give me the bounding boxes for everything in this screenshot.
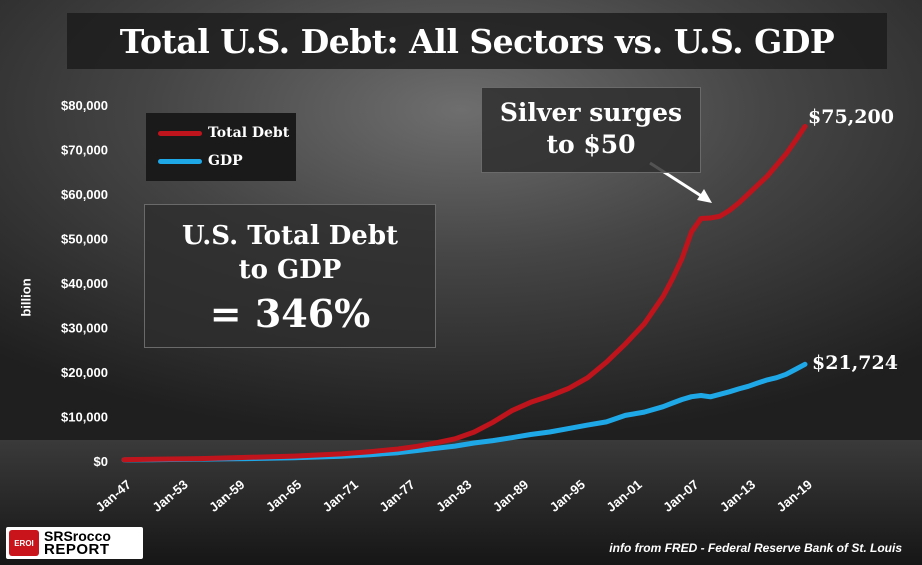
source-note: info from FRED - Federal Reserve Bank of… [609, 541, 902, 555]
total-debt-series-line [121, 123, 808, 463]
legend: Total Debt GDP [146, 113, 296, 181]
legend-swatch-total-debt [158, 130, 202, 136]
ratio-line-2: to GDP [238, 255, 342, 285]
x-tick-label: Jan-95 [547, 477, 588, 515]
ratio-line-1: U.S. Total Debt [181, 221, 399, 251]
legend-label-total-debt: Total Debt [208, 125, 290, 141]
chart-title-box: Total U.S. Debt: All Sectors vs. U.S. GD… [67, 13, 887, 69]
y-tick-label: $0 [94, 454, 108, 469]
legend-label-gdp: GDP [208, 153, 243, 169]
silver-annotation-line-2: to $50 [546, 130, 636, 159]
y-tick-label: $60,000 [61, 187, 108, 202]
srsrocco-logo: EROI SRSrocco REPORT [6, 527, 143, 559]
debt-end-label: $75,200 [808, 106, 894, 128]
y-tick-label: $40,000 [61, 276, 108, 291]
x-tick-label: Jan-07 [660, 477, 701, 515]
x-tick-label: Jan-53 [149, 477, 190, 515]
x-tick-label: Jan-59 [206, 477, 247, 515]
legend-swatch-gdp [158, 158, 202, 164]
chart-title: Total U.S. Debt: All Sectors vs. U.S. GD… [119, 21, 835, 61]
logo-line-1: SRSrocco [44, 528, 111, 544]
x-tick-label: Jan-71 [320, 477, 361, 515]
gdp-end-label: $21,724 [812, 352, 898, 374]
y-tick-label: $30,000 [61, 321, 108, 336]
y-axis-label: billion [18, 278, 34, 317]
x-tick-label: Jan-01 [603, 477, 644, 515]
y-tick-label: $80,000 [61, 98, 108, 113]
y-tick-label: $70,000 [61, 143, 108, 158]
silver-annotation-box: Silver surges to $50 [481, 87, 701, 173]
y-tick-label: $20,000 [61, 365, 108, 380]
debt-to-gdp-box: U.S. Total Debt to GDP = 346% [144, 204, 436, 348]
gdp-series-line [121, 361, 808, 463]
logo-badge: EROI [9, 530, 39, 556]
legend-item-total-debt: Total Debt [158, 125, 289, 141]
x-tick-label: Jan-19 [774, 477, 815, 515]
y-tick-label: $10,000 [61, 410, 108, 425]
x-tick-label: Jan-83 [433, 477, 474, 515]
x-tick-label: Jan-65 [263, 477, 304, 515]
logo-line-2: REPORT [44, 541, 110, 558]
y-tick-label: $50,000 [61, 232, 108, 247]
x-tick-label: Jan-89 [490, 477, 531, 515]
legend-item-gdp: GDP [158, 153, 243, 169]
x-tick-label: Jan-47 [93, 477, 134, 515]
silver-annotation-line-1: Silver surges [499, 98, 683, 127]
x-tick-label: Jan-77 [376, 477, 417, 515]
ratio-value: = 346% [209, 291, 371, 336]
x-tick-label: Jan-13 [717, 477, 758, 515]
